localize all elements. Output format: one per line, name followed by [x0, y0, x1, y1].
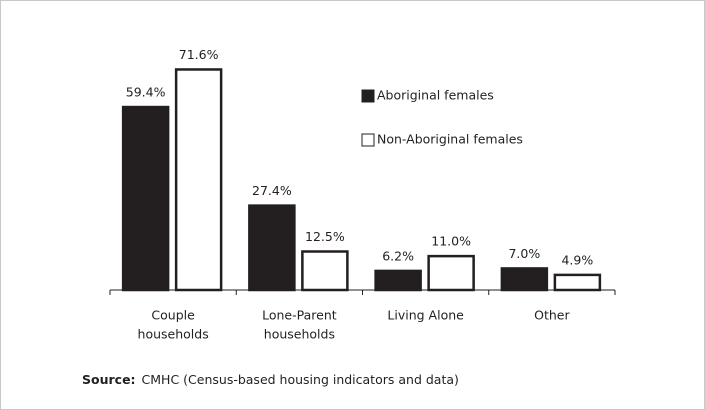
x-tick-label: Living Alone [387, 308, 464, 323]
bar [427, 254, 475, 292]
value-label: 6.2% [382, 248, 414, 263]
source-note: Source: CMHC (Census-based housing indica… [82, 372, 459, 387]
x-tick-label: households [138, 327, 209, 342]
legend-swatch [361, 133, 375, 147]
legend-label: Aboriginal females [377, 88, 494, 103]
bar [374, 269, 422, 292]
value-label: 71.6% [179, 47, 219, 62]
value-label: 59.4% [126, 85, 166, 100]
bar [301, 250, 349, 292]
value-label: 4.9% [561, 252, 593, 267]
bar [553, 273, 602, 292]
legend-swatch [361, 89, 375, 103]
bar [121, 105, 170, 292]
value-label: 7.0% [508, 246, 540, 261]
bar [500, 267, 549, 292]
x-tick-label: households [264, 327, 335, 342]
source-label: Source: [82, 372, 136, 387]
x-tick-label: Other [534, 308, 570, 323]
legend-label: Non-Aboriginal females [377, 132, 523, 147]
bar [174, 68, 223, 292]
value-label: 27.4% [252, 183, 292, 198]
source-text: CMHC (Census-based housing indicators an… [142, 372, 459, 387]
value-label: 12.5% [305, 229, 345, 244]
x-tick-label: Couple [151, 308, 195, 323]
x-tick-label: Lone-Parent [262, 308, 337, 323]
value-label: 11.0% [431, 234, 471, 249]
bar [248, 204, 296, 292]
